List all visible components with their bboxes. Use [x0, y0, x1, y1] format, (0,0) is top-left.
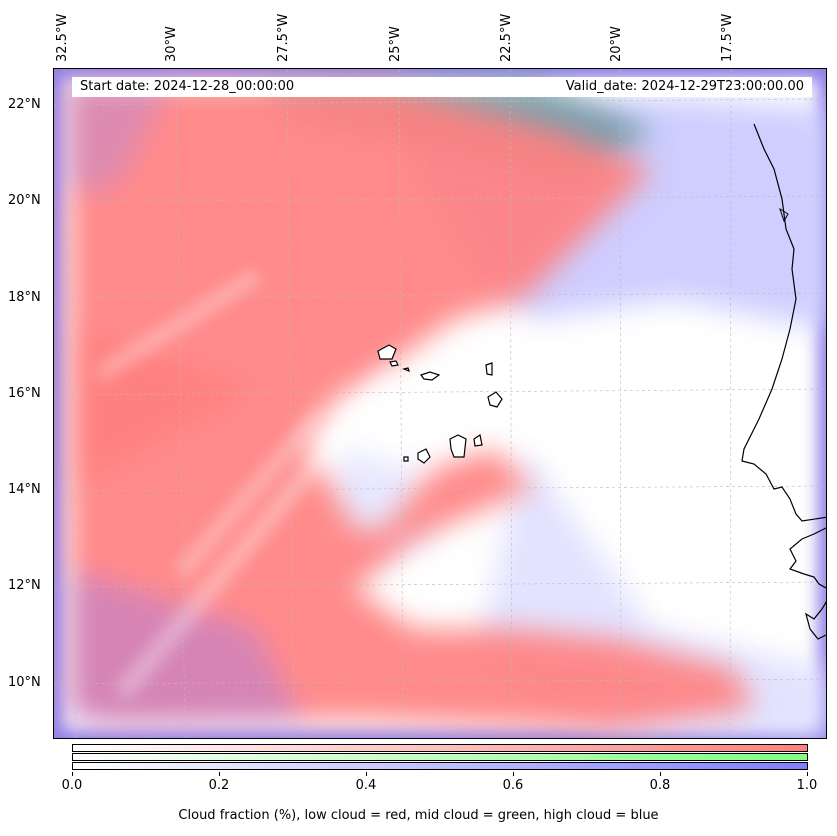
start-date-text: Start date: 2024-12-28_00:00:00 — [80, 79, 295, 94]
lat-label-22n: 22°N — [8, 97, 41, 112]
lon-label-30w: 30°W — [164, 26, 179, 62]
lon-label-32-5w: 32.5°W — [55, 13, 70, 62]
lat-label-10n: 10°N — [8, 675, 41, 690]
graticule — [54, 69, 826, 738]
lat-label-18n: 18°N — [8, 290, 41, 305]
colorbar-label: Cloud fraction (%), low cloud = red, mid… — [178, 808, 659, 823]
lat-label-20n: 20°N — [8, 193, 41, 208]
cloud-fraction-map: Start date: 2024-12-28_00:00:00 Valid_da… — [53, 68, 827, 739]
lon-label-27-5w: 27.5°W — [276, 13, 291, 62]
africa-coastline — [741, 123, 826, 640]
colorbar-tick-0-6: 0.6 — [502, 778, 524, 793]
colorbar-tick-0-4: 0.4 — [355, 778, 377, 793]
lon-label-22-5w: 22.5°W — [499, 13, 514, 62]
cape-verde-islands — [377, 344, 503, 464]
colorbar-tick-0-8: 0.8 — [649, 778, 671, 793]
lon-label-17-5w: 17.5°W — [720, 13, 735, 62]
colorbar-tick-0: 0.0 — [61, 778, 83, 793]
lon-label-20w: 20°W — [609, 26, 624, 62]
map-canvas — [54, 69, 826, 738]
cloud-streaks — [94, 269, 399, 699]
colorbar-tick-1: 1.0 — [796, 778, 818, 793]
coast-island — [779, 207, 789, 223]
colorbar-tick-0-2: 0.2 — [208, 778, 230, 793]
colorbar-mid-cloud — [72, 753, 808, 761]
colorbar-high-cloud — [72, 762, 808, 770]
colorbar-low-cloud — [72, 744, 808, 752]
lon-label-25w: 25°W — [388, 26, 403, 62]
lat-label-16n: 16°N — [8, 386, 41, 401]
valid-date-text: Valid_date: 2024-12-29T23:00:00.00 — [565, 79, 804, 94]
lat-label-14n: 14°N — [8, 482, 41, 497]
colorbar — [72, 744, 808, 772]
date-banner: Start date: 2024-12-28_00:00:00 Valid_da… — [72, 77, 812, 97]
lat-label-12n: 12°N — [8, 578, 41, 593]
